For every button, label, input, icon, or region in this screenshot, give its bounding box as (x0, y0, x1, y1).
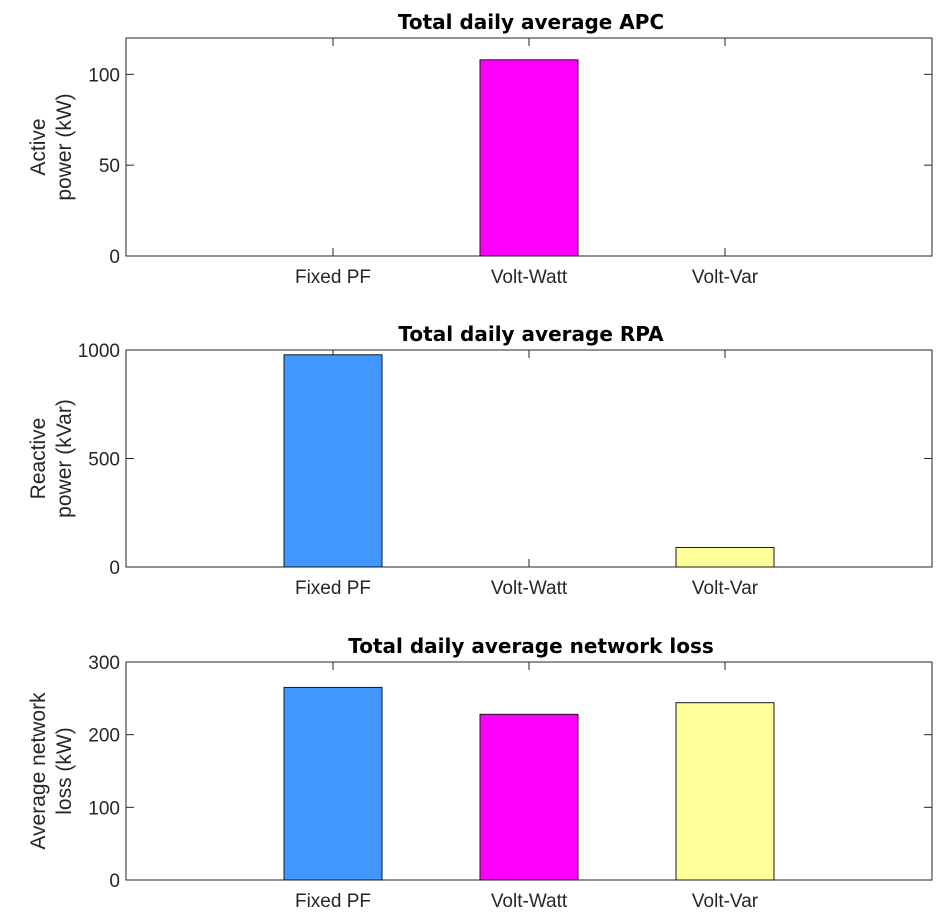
y-tick-label: 100 (88, 798, 120, 819)
x-tick-label: Volt-Watt (491, 891, 568, 912)
y-tick-label: 300 (88, 653, 120, 674)
chart-panel-2: Total daily average RPA 0 500 1000 Fixed PF V… (27, 322, 933, 599)
y-tick-label: 0 (109, 558, 120, 579)
chart-panel-3: Total daily average network loss 0 100 200 3… (27, 634, 933, 912)
x-tick-label: Fixed PF (295, 891, 371, 912)
y-axis-label-line: loss (kW) (53, 727, 76, 815)
y-tick-label: 1000 (78, 341, 120, 362)
bar-fixed-pf (283, 354, 383, 568)
bar-volt-var (675, 702, 775, 881)
axes-box (125, 349, 933, 568)
bar-volt-var (675, 546, 775, 568)
y-tick-label: 0 (109, 247, 120, 268)
y-axis-label: Active power (kW) (27, 93, 76, 200)
chart-title: Total daily average network loss (348, 634, 714, 658)
y-tick-label: 50 (99, 156, 120, 177)
x-tick-label: Volt-Watt (491, 267, 568, 288)
y-tick-label: 0 (109, 871, 120, 892)
y-axis-label: Reactive power (kVar) (27, 399, 76, 518)
chart-title: Total daily average APC (398, 10, 664, 34)
bar-volt-watt (479, 59, 579, 257)
y-tick-label: 200 (88, 726, 120, 747)
x-tick-label: Volt-Var (692, 578, 759, 599)
chart-panel-1: Total daily average APC 0 50 100 Fixed PF Vol… (27, 10, 933, 288)
x-tick-label: Volt-Var (692, 891, 759, 912)
y-axis-label-line: power (kVar) (53, 399, 76, 518)
y-axis-label-line: power (kW) (53, 93, 76, 200)
y-axis-label: Average network loss (kW) (27, 692, 76, 850)
y-axis-label-line: Average network (27, 692, 50, 850)
bar-volt-watt (479, 713, 579, 881)
y-tick-label: 500 (88, 450, 120, 471)
chart-title: Total daily average RPA (398, 322, 664, 346)
y-axis-label-line: Active (27, 118, 50, 175)
y-axis-label-line: Reactive (27, 418, 50, 500)
y-tick-label: 100 (88, 65, 120, 86)
bar-fixed-pf (283, 686, 383, 881)
x-tick-label: Volt-Var (692, 267, 759, 288)
x-tick-label: Fixed PF (295, 267, 371, 288)
x-tick-label: Fixed PF (295, 578, 371, 599)
x-tick-label: Volt-Watt (491, 578, 568, 599)
